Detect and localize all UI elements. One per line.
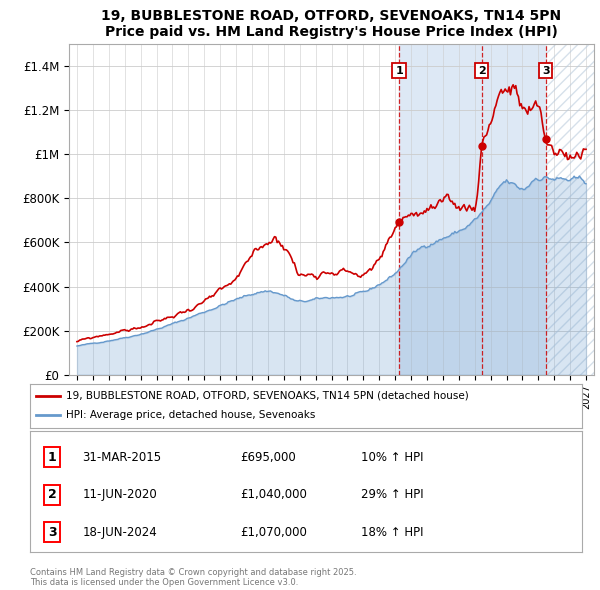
Text: 18% ↑ HPI: 18% ↑ HPI: [361, 526, 424, 539]
Text: 19, BUBBLESTONE ROAD, OTFORD, SEVENOAKS, TN14 5PN (detached house): 19, BUBBLESTONE ROAD, OTFORD, SEVENOAKS,…: [66, 391, 469, 401]
Title: 19, BUBBLESTONE ROAD, OTFORD, SEVENOAKS, TN14 5PN
Price paid vs. HM Land Registr: 19, BUBBLESTONE ROAD, OTFORD, SEVENOAKS,…: [101, 9, 562, 39]
Text: 11-JUN-2020: 11-JUN-2020: [82, 489, 157, 502]
Bar: [545, 44, 594, 375]
Bar: [545, 44, 594, 375]
Text: HPI: Average price, detached house, Sevenoaks: HPI: Average price, detached house, Seve…: [66, 411, 315, 420]
Text: 1: 1: [48, 451, 56, 464]
Text: £1,040,000: £1,040,000: [240, 489, 307, 502]
Text: 18-JUN-2024: 18-JUN-2024: [82, 526, 157, 539]
Text: 3: 3: [48, 526, 56, 539]
Text: 10% ↑ HPI: 10% ↑ HPI: [361, 451, 424, 464]
Text: 2: 2: [48, 489, 56, 502]
Text: Contains HM Land Registry data © Crown copyright and database right 2025.
This d: Contains HM Land Registry data © Crown c…: [30, 568, 356, 587]
Text: £1,070,000: £1,070,000: [240, 526, 307, 539]
Text: 1: 1: [395, 65, 403, 76]
Text: 31-MAR-2015: 31-MAR-2015: [82, 451, 161, 464]
Text: 3: 3: [542, 65, 550, 76]
Text: 29% ↑ HPI: 29% ↑ HPI: [361, 489, 424, 502]
Text: £695,000: £695,000: [240, 451, 296, 464]
Text: 2: 2: [478, 65, 485, 76]
Bar: [399, 44, 545, 375]
